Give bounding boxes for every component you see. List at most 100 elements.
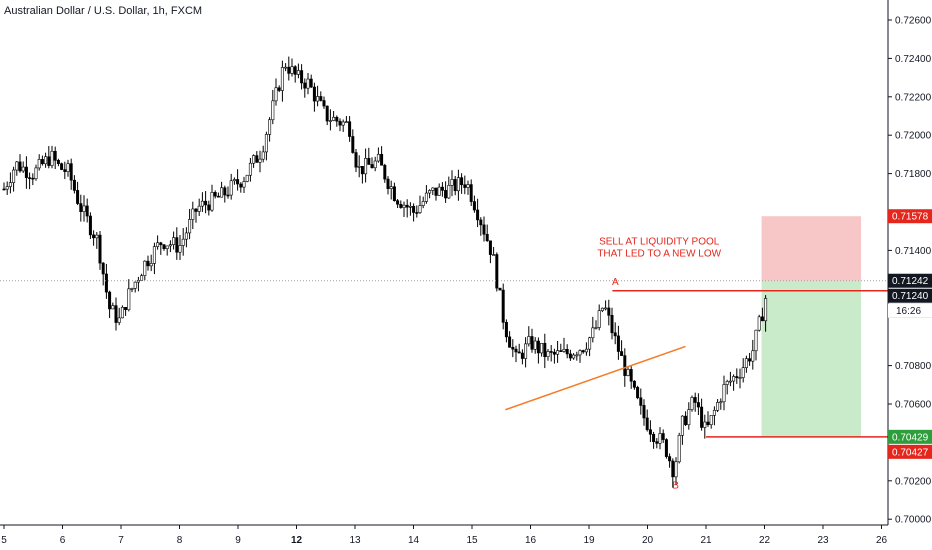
candle-body bbox=[741, 367, 745, 378]
candle-body bbox=[700, 406, 704, 428]
candle-body bbox=[175, 237, 179, 253]
candle-body bbox=[396, 200, 400, 205]
candle-body bbox=[744, 358, 748, 368]
candle-body bbox=[37, 159, 41, 169]
position-tool[interactable] bbox=[761, 216, 862, 437]
candle-body bbox=[604, 307, 608, 310]
candle-body bbox=[399, 203, 403, 208]
candle-body bbox=[140, 275, 144, 281]
candle-body bbox=[556, 350, 560, 355]
drawing-layer[interactable] bbox=[0, 280, 888, 438]
candle-body bbox=[197, 205, 201, 212]
candle-body bbox=[511, 347, 515, 350]
candle-body bbox=[418, 205, 422, 213]
price-tag-bg bbox=[888, 209, 932, 224]
candle-body bbox=[261, 151, 265, 160]
candle-body bbox=[748, 358, 752, 362]
candle-body bbox=[536, 340, 540, 354]
candle-body bbox=[469, 184, 473, 202]
candle-body bbox=[652, 433, 656, 442]
candle-body bbox=[498, 287, 502, 291]
candle-body bbox=[594, 327, 598, 329]
candle-body bbox=[524, 343, 528, 359]
time-tick-label: 21 bbox=[700, 535, 712, 546]
price-tag-label: 0.70427 bbox=[892, 447, 929, 458]
time-tick-label: 15 bbox=[466, 535, 478, 546]
candle-body bbox=[552, 351, 556, 355]
candle-body bbox=[18, 161, 22, 172]
price-tag-bg bbox=[888, 288, 932, 303]
candle-body bbox=[508, 336, 512, 348]
candle-body bbox=[255, 155, 259, 163]
annotation-A: A bbox=[612, 277, 619, 288]
candle-body bbox=[520, 352, 524, 359]
candle-body bbox=[562, 348, 566, 352]
candle-body bbox=[607, 307, 611, 316]
candle-body bbox=[648, 429, 652, 435]
candle-body bbox=[348, 121, 352, 137]
candle-body bbox=[117, 317, 121, 323]
price-tag-label: 0.70429 bbox=[892, 432, 929, 443]
candle-body bbox=[728, 380, 732, 383]
candle-body bbox=[178, 245, 182, 253]
candle-body bbox=[239, 183, 243, 188]
stop-loss-zone[interactable] bbox=[761, 216, 862, 281]
candle-body bbox=[258, 158, 262, 163]
candle-body bbox=[437, 186, 441, 196]
candle-body bbox=[472, 201, 476, 211]
candles-layer bbox=[2, 56, 768, 488]
candle-body bbox=[597, 310, 601, 328]
candle-body bbox=[463, 184, 467, 188]
candle-body bbox=[316, 96, 320, 102]
candle-body bbox=[325, 105, 329, 122]
candle-body bbox=[482, 224, 486, 235]
price-tag-label: 0.71242 bbox=[892, 276, 929, 287]
candle-body bbox=[722, 384, 726, 403]
price-tick-label: 0.72600 bbox=[895, 16, 932, 27]
candle-body bbox=[450, 179, 454, 186]
candle-body bbox=[383, 164, 387, 180]
take-profit-zone[interactable] bbox=[761, 280, 862, 437]
candle-body bbox=[370, 164, 374, 169]
candle-body bbox=[610, 315, 614, 334]
candle-body bbox=[559, 350, 563, 352]
time-tick-label: 13 bbox=[349, 535, 361, 546]
candle-body bbox=[696, 402, 700, 408]
trendline[interactable] bbox=[505, 345, 686, 411]
candle-body bbox=[184, 232, 188, 240]
candle-body bbox=[15, 161, 19, 171]
candle-body bbox=[639, 397, 643, 406]
candle-body bbox=[277, 87, 281, 91]
candle-body bbox=[725, 381, 729, 385]
candle-body bbox=[236, 179, 240, 185]
candle-body bbox=[213, 192, 217, 197]
candle-body bbox=[636, 387, 640, 399]
candle-body bbox=[757, 316, 761, 331]
candle-body bbox=[210, 192, 214, 211]
candle-body bbox=[476, 209, 480, 221]
candle-body bbox=[332, 116, 336, 121]
candle-body bbox=[517, 351, 521, 354]
candle-body bbox=[444, 190, 448, 199]
candle-body bbox=[565, 348, 569, 355]
time-tick-label: 8 bbox=[177, 535, 183, 546]
price-tag-bg bbox=[888, 444, 932, 459]
candle-body bbox=[380, 154, 384, 166]
candle-body bbox=[127, 288, 131, 311]
candle-body bbox=[373, 160, 377, 169]
candle-body bbox=[530, 336, 534, 350]
candle-body bbox=[632, 380, 636, 388]
candle-body bbox=[389, 186, 393, 189]
candle-body bbox=[440, 186, 444, 191]
time-tick-label: 9 bbox=[235, 535, 241, 546]
candle-body bbox=[284, 66, 288, 69]
candle-body bbox=[664, 439, 668, 457]
time-tick-label: 22 bbox=[759, 535, 771, 546]
candle-body bbox=[703, 421, 707, 428]
time-tick-label: 14 bbox=[408, 535, 420, 546]
candle-body bbox=[735, 376, 739, 379]
candle-body bbox=[712, 409, 716, 416]
candle-body bbox=[360, 166, 364, 175]
